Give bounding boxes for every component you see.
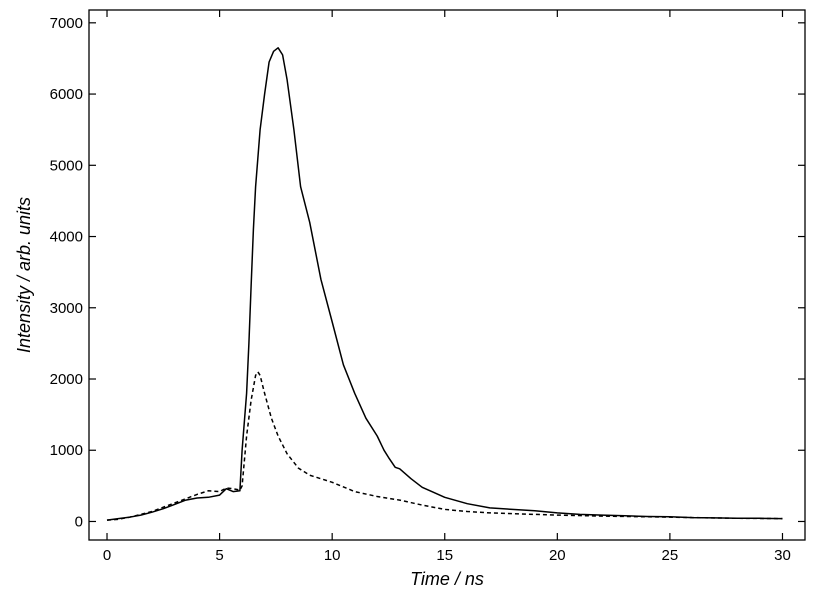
x-tick-label: 0 bbox=[103, 547, 111, 564]
x-axis-title: Time / ns bbox=[410, 569, 484, 589]
y-tick-label: 1000 bbox=[50, 442, 83, 459]
y-tick-label: 4000 bbox=[50, 229, 83, 246]
x-tick-label: 15 bbox=[436, 547, 453, 564]
y-axis-title: Intensity / arb. units bbox=[14, 197, 34, 353]
y-tick-label: 6000 bbox=[50, 86, 83, 103]
plot-frame bbox=[88, 9, 806, 541]
y-tick-label: 3000 bbox=[50, 300, 83, 317]
y-tick-label: 2000 bbox=[50, 371, 83, 388]
axis-ticks bbox=[89, 10, 805, 540]
series-group bbox=[106, 47, 783, 521]
series-dashed-line bbox=[106, 371, 783, 521]
y-tick-label: 7000 bbox=[50, 15, 83, 32]
x-tick-label: 5 bbox=[215, 547, 223, 564]
x-tick-label: 20 bbox=[549, 547, 566, 564]
series-solid-line bbox=[106, 47, 783, 521]
x-tick-label: 10 bbox=[324, 547, 341, 564]
y-tick-label: 5000 bbox=[50, 157, 83, 174]
x-tick-label: 30 bbox=[774, 547, 791, 564]
x-tick-label: 25 bbox=[662, 547, 679, 564]
y-tick-label: 0 bbox=[75, 513, 83, 530]
axis-tick-labels: 0 5 10 15 20 25 30 0 1000 2000 3000 4000 5000 6000 700… bbox=[50, 15, 791, 564]
